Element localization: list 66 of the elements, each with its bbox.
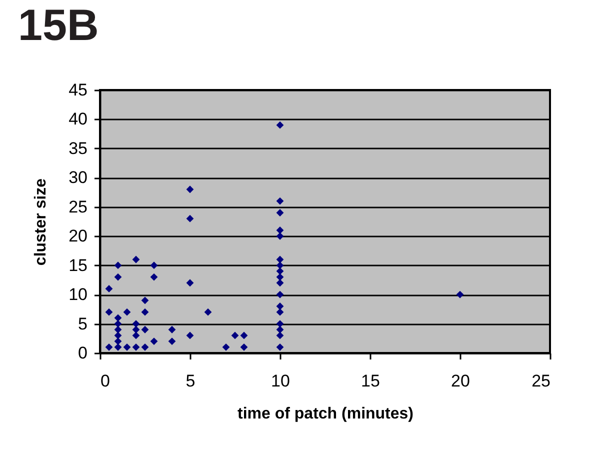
point — [114, 273, 122, 281]
y-tick-label: 25 — [68, 197, 88, 216]
point — [276, 273, 284, 281]
x-tick-label: 20 — [451, 372, 470, 390]
x-tick-label: 5 — [186, 372, 196, 390]
y-tick-label: 30 — [68, 168, 88, 188]
point — [186, 186, 194, 194]
point — [114, 314, 122, 322]
chart-title: 15B — [18, 1, 99, 50]
point — [240, 332, 248, 340]
point — [132, 343, 140, 351]
point — [276, 267, 284, 275]
point — [114, 326, 122, 334]
point — [276, 121, 284, 129]
x-tick-label: 10 — [271, 372, 290, 390]
point — [141, 296, 149, 304]
point — [276, 308, 284, 316]
point — [150, 338, 158, 346]
x-tick-label: 0 — [100, 372, 110, 390]
point — [276, 290, 284, 298]
point — [123, 343, 131, 351]
y-tick-label: 5 — [78, 314, 88, 334]
point — [276, 262, 284, 270]
point — [141, 308, 149, 316]
point — [123, 308, 131, 316]
point — [114, 343, 122, 351]
point — [105, 308, 113, 316]
point — [276, 279, 284, 287]
point — [276, 256, 284, 264]
point — [276, 326, 284, 334]
point — [186, 214, 194, 222]
x-tick-label: 15 — [361, 372, 380, 390]
point — [141, 343, 149, 351]
point — [150, 262, 158, 270]
point — [132, 326, 140, 334]
y-tick-label: 0 — [78, 344, 88, 362]
x-tick-label: 25 — [532, 372, 550, 390]
point — [231, 332, 239, 340]
y-tick-label: 40 — [68, 110, 88, 129]
point — [168, 338, 176, 346]
point — [141, 326, 149, 334]
point — [276, 197, 284, 205]
point — [222, 343, 230, 351]
point — [186, 332, 194, 340]
point — [276, 343, 284, 351]
point — [132, 256, 140, 264]
point — [204, 308, 212, 316]
point — [276, 332, 284, 340]
point — [105, 343, 113, 351]
point — [186, 279, 194, 287]
point — [456, 290, 464, 298]
y-axis-title: cluster size — [32, 178, 50, 266]
point — [150, 273, 158, 281]
point — [114, 262, 122, 270]
y-tick-label: 15 — [68, 256, 88, 275]
y-tick-label: 20 — [68, 226, 88, 246]
point — [240, 343, 248, 351]
x-axis-title: time of patch (minutes) — [237, 406, 414, 422]
point — [276, 232, 284, 240]
point — [114, 338, 122, 346]
y-tick-label: 35 — [68, 138, 88, 158]
point — [168, 326, 176, 334]
y-tick-label: 45 — [68, 80, 88, 100]
point — [114, 332, 122, 340]
y-tick-label: 10 — [68, 285, 88, 304]
point — [132, 332, 140, 340]
